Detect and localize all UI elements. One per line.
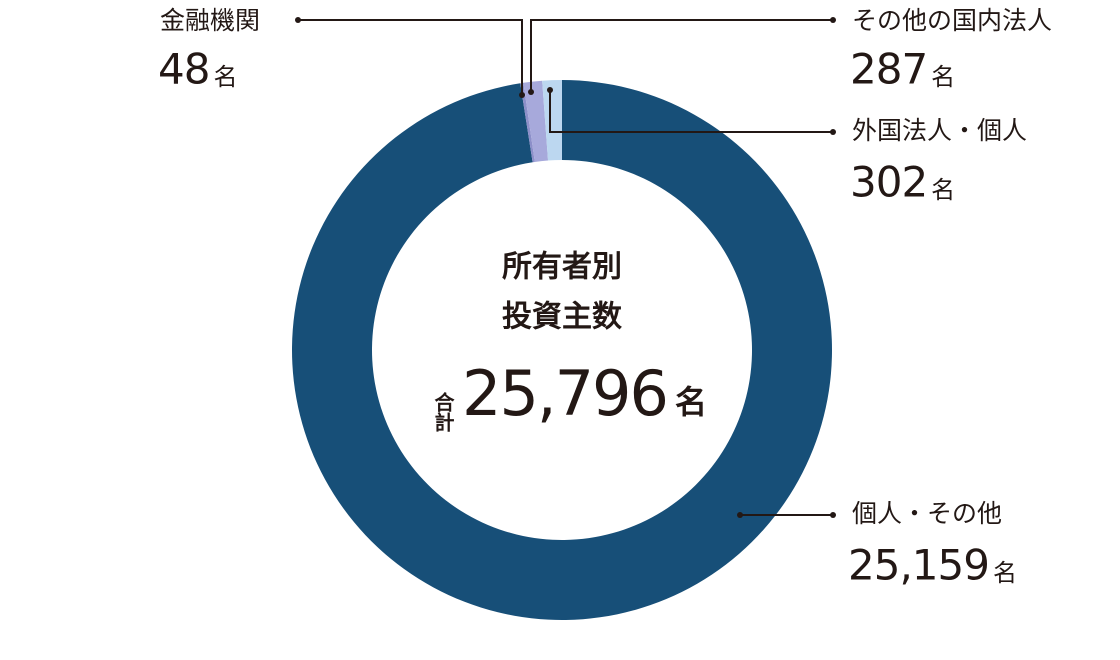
unit-label: 名: [993, 559, 1017, 587]
slice: [542, 80, 562, 161]
total-value: 25,796: [462, 357, 667, 430]
total-unit: 名: [675, 383, 707, 421]
leader-dot: [519, 92, 525, 98]
legend-label: 個人・その他: [852, 499, 1002, 528]
leader-dot: [295, 17, 301, 23]
value-label: 25,159: [848, 541, 989, 590]
legend-label: 金融機関: [160, 6, 260, 35]
center-title: 所有者別: [502, 250, 622, 285]
unit-label: 名: [931, 63, 955, 91]
leader-dot: [830, 17, 836, 23]
donut: [292, 80, 833, 620]
leader-line: [549, 90, 833, 133]
value-label: 302: [850, 158, 927, 207]
legend-label: 外国法人・個人: [852, 116, 1027, 145]
leader-dot: [547, 87, 553, 93]
center-title: 投資主数: [502, 300, 623, 335]
slice: [523, 80, 549, 162]
slice: [520, 82, 535, 163]
leader-dot: [830, 512, 836, 518]
value-label: 48: [158, 45, 209, 94]
leader-dot: [528, 89, 534, 95]
leader-dot: [737, 512, 743, 518]
leader-line: [530, 19, 833, 92]
leader-line: [298, 19, 523, 95]
leader-dot: [830, 129, 836, 135]
unit-label: 名: [931, 176, 955, 204]
slice: [292, 80, 833, 620]
unit-label: 名: [213, 63, 237, 91]
total-caption: 合計: [431, 391, 455, 433]
legend-label: その他の国内法人: [852, 6, 1052, 35]
value-label: 287: [850, 45, 927, 94]
